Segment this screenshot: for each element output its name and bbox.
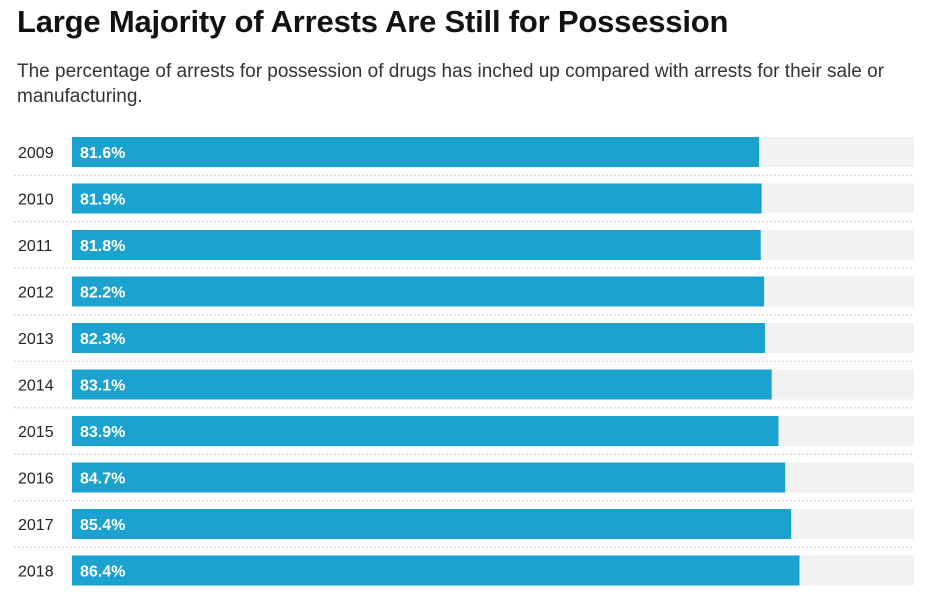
value-label: 82.3%: [80, 331, 125, 348]
value-label: 83.1%: [80, 378, 125, 395]
chart-subtitle: The percentage of arrests for possession…: [17, 61, 885, 107]
value-label: 81.9%: [80, 192, 125, 209]
category-label: 2009: [18, 145, 54, 162]
bar-2018: [72, 555, 800, 586]
category-label: 2017: [18, 517, 54, 534]
bar-2014: [72, 369, 772, 400]
bar-2011: [72, 230, 761, 260]
value-label: 81.6%: [80, 145, 125, 162]
bar-2012: [72, 276, 765, 307]
value-label: 81.8%: [80, 238, 125, 255]
value-label: 83.9%: [80, 424, 125, 441]
value-label: 84.7%: [80, 471, 125, 488]
category-label: 2018: [18, 564, 54, 581]
bar-2010: [72, 183, 762, 214]
value-label: 86.4%: [80, 564, 125, 581]
value-label: 82.2%: [80, 285, 125, 302]
category-label: 2015: [18, 424, 54, 441]
value-label: 85.4%: [80, 517, 125, 534]
category-label: 2011: [18, 238, 53, 255]
bar-2009: [72, 137, 760, 167]
bar-2017: [72, 509, 792, 539]
category-label: 2014: [18, 378, 54, 395]
bar-2013: [72, 323, 765, 353]
category-label: 2012: [18, 285, 54, 302]
category-label: 2016: [18, 471, 54, 488]
category-label: 2010: [18, 192, 54, 209]
bar-2016: [72, 462, 786, 493]
chart-title: Large Majority of Arrests Are Still for …: [17, 4, 729, 39]
category-label: 2013: [18, 331, 54, 348]
bar-2015: [72, 416, 779, 446]
